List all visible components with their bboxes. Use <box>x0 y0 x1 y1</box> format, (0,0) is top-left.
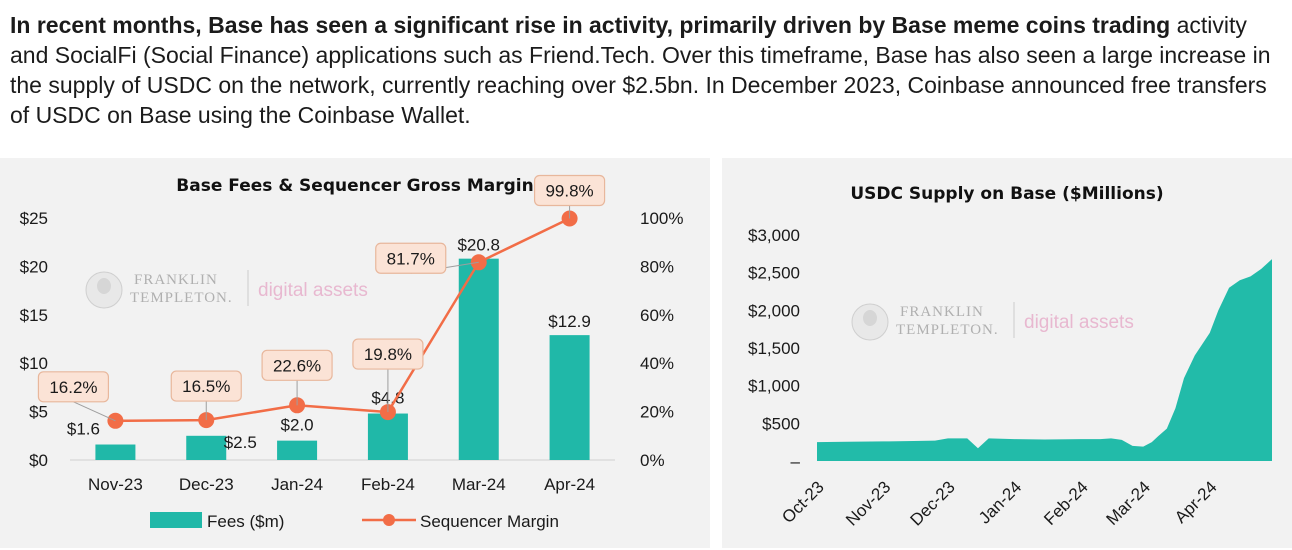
fees-chart-title: Base Fees & Sequencer Gross Margin <box>176 176 534 196</box>
margin-callout-label: 19.8% <box>364 345 412 364</box>
y-right-tick-label: 100% <box>640 209 683 228</box>
margin-callout-leader <box>73 401 116 422</box>
margin-callout-label: 99.8% <box>545 181 593 200</box>
y-tick-label: $2,500 <box>748 264 800 283</box>
y-left-tick-label: $25 <box>20 209 48 228</box>
x-tick-label: Jan-24 <box>271 475 323 494</box>
usdc-chart-svg: FRANKLIN TEMPLETON. digital assets – $500 $1,… <box>748 226 1272 530</box>
margin-callout-label: 16.5% <box>182 377 230 396</box>
usdc-supply-area <box>817 259 1272 461</box>
margin-callout-box <box>375 242 447 274</box>
watermark-portrait-icon <box>97 278 111 294</box>
margin-line <box>115 217 571 423</box>
x-tick-label: Apr-24 <box>1171 477 1221 527</box>
usdc-chart-panel: USDC Supply on Base ($Millions) FRANKLIN… <box>722 158 1292 548</box>
fee-bar-label: $2.0 <box>281 416 314 435</box>
margin-callout-label: 22.6% <box>273 356 321 375</box>
fee-bar-label: $12.9 <box>548 312 591 331</box>
fee-bar-label: $1.6 <box>67 420 100 439</box>
y-right-tick-label: 0% <box>640 451 665 470</box>
fee-bar <box>277 440 318 460</box>
x-tick-label: Nov-23 <box>842 477 894 529</box>
x-tick-label: Feb-24 <box>1040 477 1092 529</box>
x-tick-label: Feb-24 <box>361 475 415 494</box>
y-tick-label: – <box>791 452 801 471</box>
margin-callout-label: 16.2% <box>49 378 97 397</box>
y-right-tick-label: 20% <box>640 403 674 422</box>
y-left-tick-label: $0 <box>29 451 48 470</box>
watermark: FRANKLIN TEMPLETON. digital assets <box>85 270 368 309</box>
legend-fees-swatch <box>150 512 202 528</box>
watermark: FRANKLIN TEMPLETON. digital assets <box>851 302 1134 341</box>
usdc-chart-title: USDC Supply on Base ($Millions) <box>850 184 1164 204</box>
y-right-tick-label: 40% <box>640 354 674 373</box>
x-tick-label: Dec-23 <box>907 477 959 529</box>
y-left-tick-label: $5 <box>29 403 48 422</box>
y-left-tick-label: $20 <box>20 257 48 276</box>
watermark-line2: TEMPLETON. <box>896 322 999 338</box>
x-tick-label: Apr-24 <box>544 475 595 494</box>
watermark-digital-assets: digital assets <box>1024 312 1134 333</box>
fee-bar <box>458 258 499 460</box>
legend-fees-label: Fees ($m) <box>207 512 284 531</box>
y-right-tick-label: 80% <box>640 257 674 276</box>
x-tick-label: Mar-24 <box>452 475 506 494</box>
watermark-line1: FRANKLIN <box>900 304 984 320</box>
fee-bar <box>549 335 590 460</box>
margin-callout-box <box>170 370 242 402</box>
x-tick-label: Oct-23 <box>778 477 828 527</box>
fee-bar <box>95 444 136 460</box>
margin-callout-box <box>533 174 606 207</box>
margin-point <box>561 210 578 227</box>
margin-callout-box <box>37 371 110 403</box>
y-tick-label: $500 <box>762 414 800 433</box>
y-right-tick-label: 60% <box>640 306 674 325</box>
fee-bar-label: $2.5 <box>224 433 257 452</box>
intro-rest-text: activity and SocialFi (Social Finance) a… <box>10 12 1271 128</box>
y-tick-label: $1,500 <box>748 339 800 358</box>
y-left-tick-label: $10 <box>20 354 48 373</box>
legend-margin-label: Sequencer Margin <box>420 512 559 531</box>
fees-chart-svg: FRANKLIN TEMPLETON. digital assets $0 $5 $10 $… <box>20 174 683 531</box>
intro-bold-text: In recent months, Base has seen a signif… <box>10 12 1171 38</box>
fee-bar <box>367 413 408 460</box>
watermark-line1: FRANKLIN <box>134 272 218 288</box>
watermark-digital-assets: digital assets <box>258 280 368 301</box>
y-tick-label: $3,000 <box>748 226 800 245</box>
margin-callout-box <box>352 338 424 370</box>
y-left-tick-label: $15 <box>20 306 48 325</box>
x-tick-label: Mar-24 <box>1103 477 1155 529</box>
watermark-line2: TEMPLETON. <box>130 290 233 306</box>
x-tick-label: Nov-23 <box>88 475 143 494</box>
margin-callout-label: 81.7% <box>387 249 435 268</box>
fee-bar <box>186 435 227 460</box>
intro-paragraph: In recent months, Base has seen a signif… <box>10 10 1285 130</box>
y-tick-label: $1,000 <box>748 377 800 396</box>
y-tick-label: $2,000 <box>748 301 800 320</box>
watermark-portrait-icon <box>863 310 877 326</box>
margin-callout-box <box>261 349 333 381</box>
legend-margin-marker <box>383 514 395 526</box>
fee-bar-label: $20.8 <box>457 236 500 255</box>
x-tick-label: Dec-23 <box>179 475 234 494</box>
fees-chart-panel: Base Fees & Sequencer Gross Margin FRANK… <box>0 158 710 548</box>
x-tick-label: Jan-24 <box>975 477 1025 527</box>
